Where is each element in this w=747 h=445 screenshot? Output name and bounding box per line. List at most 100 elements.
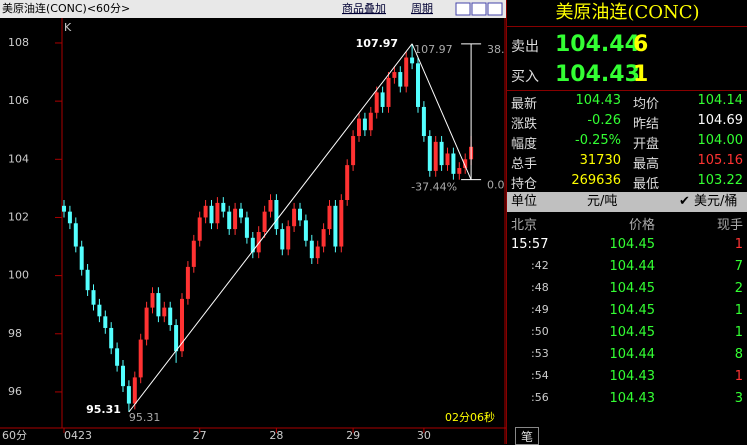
stat-label: 均价 bbox=[633, 97, 660, 112]
tick-time: :48 bbox=[531, 281, 549, 294]
icon-button[interactable] bbox=[455, 2, 471, 16]
candle-body bbox=[321, 229, 326, 247]
stat-value: 269636 bbox=[571, 173, 621, 188]
period-label: 60分 bbox=[2, 429, 27, 442]
price: 104.43 bbox=[555, 62, 640, 87]
candle-body bbox=[103, 316, 108, 328]
x-tick-label: 28 bbox=[269, 429, 283, 442]
candle-body bbox=[233, 208, 238, 230]
candle-body bbox=[268, 200, 273, 212]
tick-volume: 7 bbox=[734, 259, 743, 274]
candle-body bbox=[185, 266, 190, 299]
candle-body bbox=[239, 208, 243, 218]
candle-body bbox=[132, 377, 137, 404]
tick-volume: 2 bbox=[734, 281, 743, 296]
tick-volume: 3 bbox=[734, 391, 743, 406]
y-tick-label: 100 bbox=[8, 269, 29, 282]
tick-price: 104.45 bbox=[609, 237, 656, 252]
stat-label: 最新 bbox=[511, 97, 538, 112]
stat-label: 涨跌 bbox=[511, 117, 538, 132]
icon-button[interactable] bbox=[487, 2, 503, 16]
tick-price: 104.45 bbox=[609, 303, 656, 318]
period-button[interactable]: 周期 bbox=[411, 2, 433, 15]
tick-row: :48 104.45 2 bbox=[507, 281, 747, 301]
tick-time: :50 bbox=[531, 325, 549, 338]
annotation: 38. bbox=[487, 43, 505, 56]
tick-volume: 1 bbox=[734, 369, 743, 384]
candle-body bbox=[327, 205, 332, 230]
tick-price: 104.45 bbox=[609, 281, 656, 296]
tick-row: :42 104.44 7 bbox=[507, 259, 747, 279]
y-tick-label: 102 bbox=[8, 210, 29, 223]
candle-body bbox=[221, 202, 226, 212]
candle-body bbox=[386, 77, 391, 107]
tick-time: :49 bbox=[531, 303, 549, 316]
quote-title: 美原油连(CONC) bbox=[507, 0, 747, 27]
unit-label: 单位 bbox=[511, 194, 538, 209]
x-tick-label: 0423 bbox=[64, 429, 92, 442]
toolbar-title: 美原油连(CONC)<60分> bbox=[2, 1, 130, 15]
tick-price: 104.43 bbox=[609, 369, 656, 384]
candle-body bbox=[162, 307, 167, 317]
chart: 美原油连(CONC)<60分> 商品叠加 周期 K 60分 02分06秒 96 9… bbox=[0, 0, 506, 444]
unit-option[interactable]: ✔ 美元/桶 bbox=[679, 194, 738, 209]
candle-body bbox=[180, 298, 184, 352]
candle-body bbox=[303, 220, 308, 241]
tick-time: 15:57 bbox=[511, 237, 549, 252]
annotation: 0.0 bbox=[487, 179, 505, 192]
candle-body bbox=[410, 57, 415, 64]
y-tick-label: 104 bbox=[8, 152, 29, 165]
overlay-button[interactable]: 商品叠加 bbox=[342, 1, 386, 15]
stat-label: 开盘 bbox=[633, 137, 660, 152]
candle-body bbox=[421, 106, 426, 137]
candle-body bbox=[215, 202, 220, 224]
candle-body bbox=[463, 159, 468, 169]
candle-body bbox=[392, 72, 397, 78]
stat-label: 最高 bbox=[633, 157, 660, 172]
candle-body bbox=[109, 327, 114, 349]
unit-option[interactable]: 元/吨 bbox=[587, 194, 618, 209]
stat-row: 最新 104.43 均价 104.14 bbox=[507, 93, 747, 113]
candle-body bbox=[115, 348, 120, 366]
candle-body bbox=[404, 57, 409, 87]
y-tick-label: 106 bbox=[8, 94, 29, 107]
stat-value: -0.26 bbox=[587, 113, 621, 128]
candle-body bbox=[262, 211, 267, 232]
stat-row: 持仓 269636 最低 103.22 bbox=[507, 173, 747, 193]
stat-label: 昨结 bbox=[633, 117, 660, 132]
annotation: -37.44% bbox=[411, 181, 457, 194]
tick-time: :53 bbox=[531, 347, 549, 360]
tick-row: :49 104.45 1 bbox=[507, 303, 747, 323]
icon-button[interactable] bbox=[471, 2, 487, 16]
tick-price: 104.44 bbox=[609, 347, 656, 362]
candle-body bbox=[398, 72, 403, 87]
candle-body bbox=[445, 153, 450, 166]
stat-label: 幅度 bbox=[511, 137, 538, 152]
tab[interactable]: 笔 bbox=[515, 427, 539, 445]
tick-row: :54 104.43 1 bbox=[507, 369, 747, 389]
tick-time: :54 bbox=[531, 369, 549, 382]
candle-body bbox=[368, 112, 373, 131]
header: 价格 bbox=[628, 218, 655, 233]
candle-body bbox=[227, 211, 232, 230]
candle-body bbox=[91, 290, 96, 305]
candle-body bbox=[374, 92, 379, 113]
tick-row: :53 104.44 8 bbox=[507, 347, 747, 367]
toolbar-bg bbox=[0, 0, 506, 18]
y-tick-label: 98 bbox=[8, 327, 22, 340]
candle-body bbox=[209, 205, 214, 224]
x-tick-label: 30 bbox=[417, 429, 431, 442]
candle-body bbox=[274, 200, 279, 230]
stat-label: 持仓 bbox=[511, 177, 538, 192]
candle-body bbox=[156, 293, 161, 317]
candle-body bbox=[121, 365, 125, 387]
candle-body bbox=[168, 307, 173, 326]
volume: 1 bbox=[633, 62, 649, 87]
stat-value: 103.22 bbox=[697, 173, 744, 188]
candle-body bbox=[85, 269, 90, 291]
tick-time: :56 bbox=[531, 391, 549, 404]
stat-value: 104.00 bbox=[697, 133, 744, 148]
stat-row: 涨跌 -0.26 昨结 104.69 bbox=[507, 113, 747, 133]
candle-body bbox=[457, 168, 462, 174]
